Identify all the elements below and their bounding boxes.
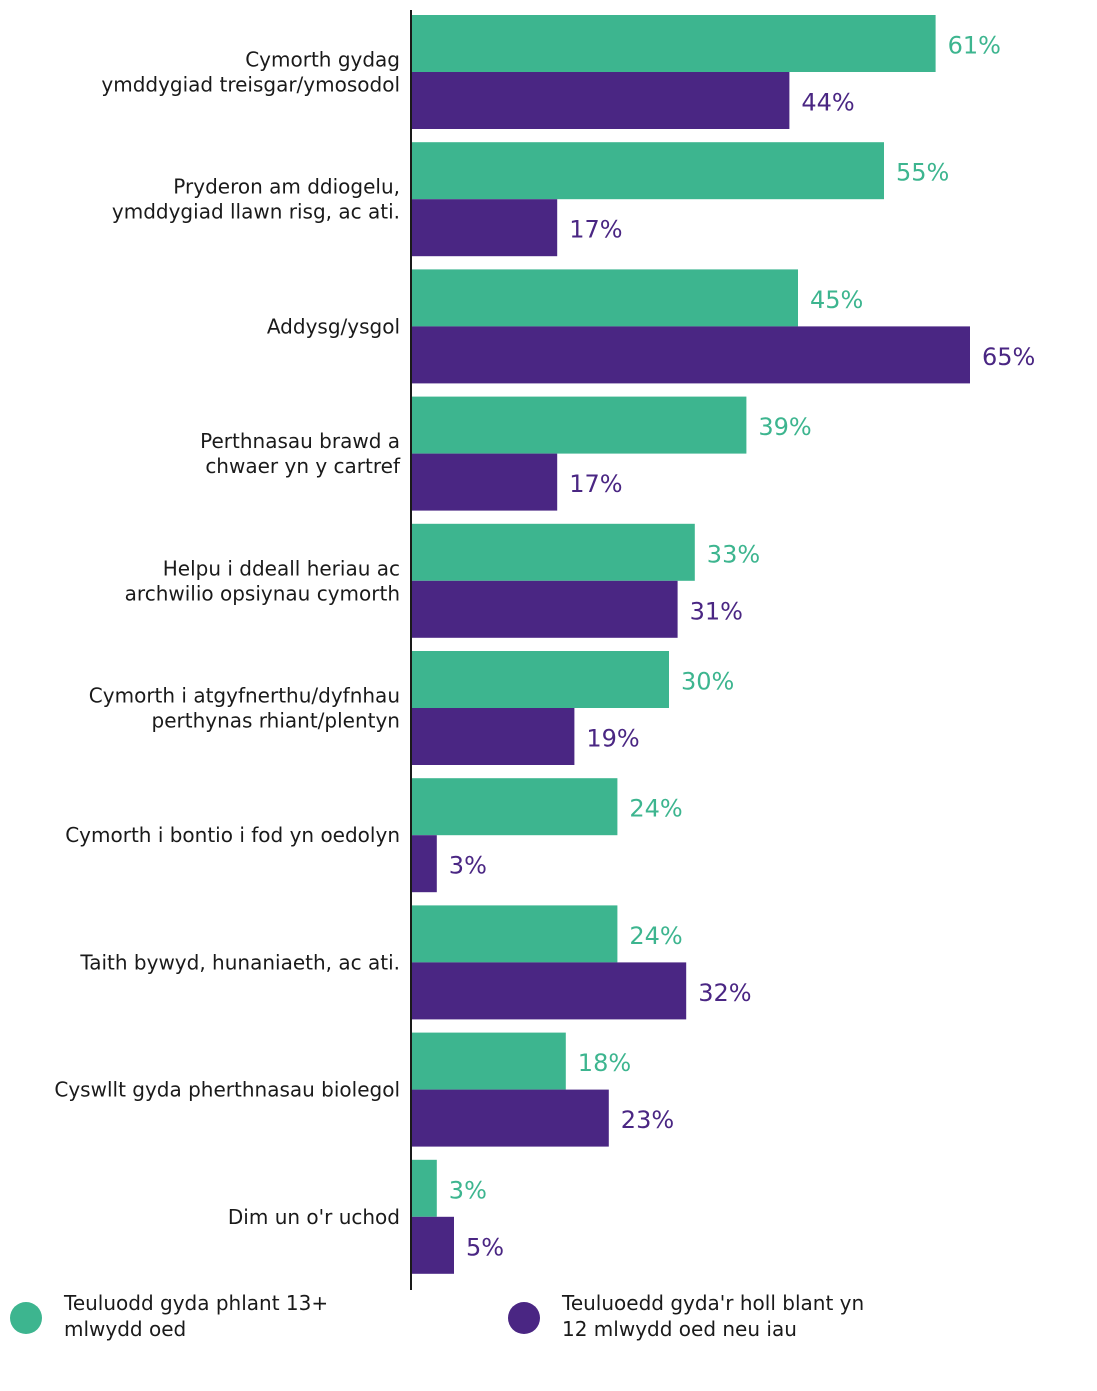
data-label-series-2: 23% (621, 1106, 674, 1134)
legend-item-series-1: Teuluodd gyda phlant 13+ mlwydd oed (10, 1290, 328, 1342)
data-label-series-1: 55% (896, 159, 949, 187)
data-label-series-2: 65% (982, 343, 1035, 371)
category-label: Cymorth gydag ymddygiad treisgar/ymosodol (101, 48, 400, 97)
bar-series-1 (411, 142, 884, 200)
legend-label-series-1: Teuluodd gyda phlant 13+ mlwydd oed (64, 1291, 329, 1341)
data-label-series-2: 17% (569, 216, 622, 244)
data-label-series-2: 5% (466, 1233, 504, 1261)
bar-series-2 (411, 708, 575, 765)
bar-series-1 (411, 523, 695, 581)
bar-series-2 (411, 962, 687, 1020)
category-label: Helpu i ddeall heriau ac archwilio opsiyn… (125, 556, 400, 605)
bar-series-1 (411, 778, 618, 836)
bar-series-1 (411, 15, 936, 72)
category-label: Cyswllt gyda pherthnasau biolegol (54, 1078, 400, 1102)
data-label-series-1: 61% (948, 32, 1001, 60)
legend-swatch-series-2 (508, 1302, 540, 1334)
legend-item-series-2: Teuluoedd gyda'r holl blant yn 12 mlwydd… (508, 1290, 864, 1342)
category-label: Perthnasau brawd a chwaer yn y cartref (200, 429, 401, 478)
category-label: Cymorth i atgyfnerthu/dyfnhau perthynas r… (89, 684, 400, 733)
category-label: Addysg/ysgol (267, 314, 400, 338)
data-label-series-1: 39% (758, 413, 811, 441)
data-label-series-1: 33% (707, 540, 760, 568)
data-label-series-2: 17% (569, 470, 622, 498)
data-label-series-1: 24% (629, 922, 682, 950)
bar-series-2 (411, 580, 678, 638)
data-label-series-1: 30% (681, 668, 734, 696)
data-label-series-1: 18% (578, 1049, 631, 1077)
bar-series-1 (411, 396, 747, 454)
legend-label-series-2: Teuluoedd gyda'r holl blant yn 12 mlwydd… (562, 1291, 865, 1341)
legend: Teuluodd gyda phlant 13+ mlwydd oed Teul… (0, 1290, 1097, 1391)
category-label: Cymorth i bontio i fod yn oedolyn (65, 823, 400, 847)
bar-series-2 (411, 72, 790, 129)
data-label-series-2: 3% (449, 852, 487, 880)
data-label-series-1: 3% (449, 1176, 487, 1204)
bar-series-2 (411, 835, 437, 893)
category-label: Pryderon am ddiogelu, ymddygiad llawn ris… (112, 175, 400, 224)
bar-series-1 (411, 1159, 437, 1217)
bar-series-2 (411, 1216, 454, 1274)
legend-swatch-series-1 (10, 1302, 42, 1334)
bar-series-2 (411, 1089, 609, 1147)
data-label-series-2: 31% (690, 597, 743, 625)
bar-series-2 (411, 453, 558, 511)
bar-series-1 (411, 269, 798, 327)
data-label-series-2: 19% (586, 725, 639, 753)
bar-series-1 (411, 1032, 566, 1090)
data-label-series-2: 44% (801, 89, 854, 117)
data-label-series-1: 45% (810, 286, 863, 314)
bar-series-2 (411, 326, 970, 384)
data-label-series-2: 32% (698, 979, 751, 1007)
bar-chart: Cymorth gydag ymddygiad treisgar/ymosodol… (54, 10, 1035, 1290)
category-label: Dim un o'r uchod (228, 1205, 400, 1229)
bar-series-2 (411, 199, 558, 257)
bar-series-1 (411, 651, 669, 708)
category-label: Taith bywyd, hunaniaeth, ac ati. (79, 950, 400, 974)
data-label-series-1: 24% (629, 795, 682, 823)
bar-series-1 (411, 905, 618, 963)
